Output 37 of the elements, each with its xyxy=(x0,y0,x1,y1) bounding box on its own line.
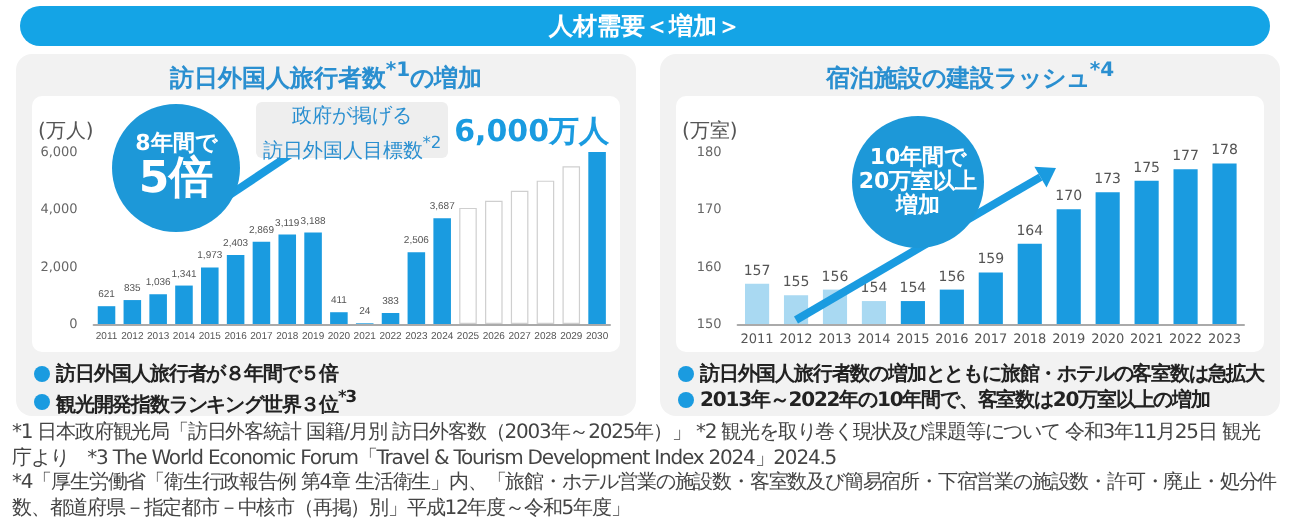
chart-title: 宿泊施設の建設ラッシュ$^{*4}$ xyxy=(823,60,1117,96)
bar xyxy=(330,312,348,324)
text: 2013年～2022年の10年間で、客室数は20万室以上の増加 xyxy=(700,386,1210,414)
chart-title: 訪日外国人旅行者数$^{*1}$の増加 xyxy=(167,60,485,96)
bar xyxy=(433,218,451,324)
y-axis-title: (万室) xyxy=(681,119,738,143)
annotation: 20万室以上 xyxy=(858,167,978,194)
text: *1 日本政府観光局「訪日外客統計 国籍/月別 訪日外客数（2003年～2025年）」 *2 観光を取り巻く現状及び課題等について 令和3年11月25日 観光庁より *3 The World Economic Forum「Travel & Tourism Development Index 2024」2024.5 xyxy=(12,422,1263,471)
annotation: 6,000万人 xyxy=(454,113,612,149)
bar xyxy=(252,241,271,324)
bar xyxy=(123,300,142,324)
bar xyxy=(97,306,116,324)
bar xyxy=(149,294,167,324)
bar xyxy=(459,207,477,324)
text: 政府が掲げる xyxy=(290,106,414,130)
annotation: 8年間で xyxy=(135,129,217,156)
y-axis-title: (万人) xyxy=(37,121,94,143)
bar xyxy=(201,267,219,324)
bar xyxy=(562,166,581,324)
bar xyxy=(407,252,426,324)
annotation: 10年間で xyxy=(869,143,967,170)
bar xyxy=(381,313,400,324)
bar xyxy=(278,234,297,324)
bar xyxy=(304,232,322,324)
annotation: 増加 xyxy=(896,192,940,219)
bar xyxy=(588,152,606,324)
bar xyxy=(536,180,555,324)
bar xyxy=(485,200,503,324)
text: 訪日外国人旅行者数の増加とともに旅館・ホテルの客室数は急拡大 xyxy=(700,360,1265,388)
annotation: 5倍 xyxy=(138,153,214,205)
bar xyxy=(175,285,193,324)
text: 観光開発指数ランキング世界３位$^{*3}$ xyxy=(56,386,356,419)
bar xyxy=(226,255,245,324)
annotation: 訪日外国人目標数$^{*2}$ xyxy=(260,130,444,165)
bar xyxy=(510,190,529,324)
text: *4「厚生労働省「衛生行政報告例 第4章 生活衛生」内、「旅館・ホテル営業の施設数・客室数及び簡易宿所・下宿営業の施設数・許可・廃止・処分件数、都道府県－指定都市－中核市（再掲）別」平成12年度～令和5年度」 xyxy=(12,472,1278,522)
text: 訪日外国人旅行者が８年間で５倍 xyxy=(56,360,339,388)
